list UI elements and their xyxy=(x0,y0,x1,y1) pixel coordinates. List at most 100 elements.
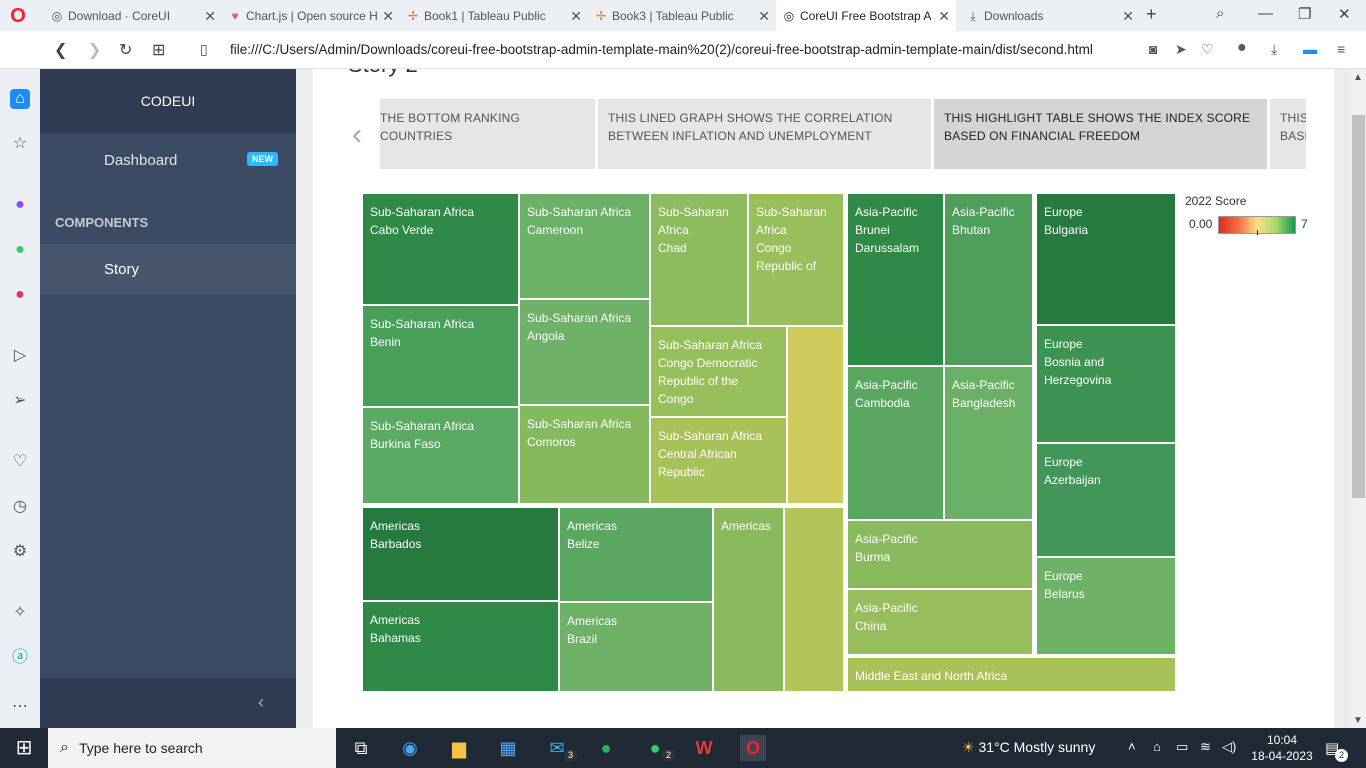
tab-book3[interactable]: ✢ Book3 | Tableau Public ✕ xyxy=(595,8,770,24)
download-icon[interactable]: ⤓ xyxy=(1271,41,1278,57)
treemap-cell-benin[interactable]: Sub-Saharan Africa Benin xyxy=(362,305,519,407)
treemap-cell-cameroon[interactable]: Sub-Saharan Africa Cameroon xyxy=(519,193,650,299)
tabs-grid-icon[interactable]: ⊞ xyxy=(152,42,166,59)
taskbar-search[interactable]: ⌕ Type here to search xyxy=(48,728,336,768)
history-icon[interactable]: ◷ xyxy=(13,498,27,515)
treemap-cell-china[interactable]: Asia-Pacific China xyxy=(847,589,1033,655)
star-icon[interactable]: ☆ xyxy=(12,135,28,152)
wifi-icon[interactable]: ≋ xyxy=(1200,739,1211,754)
new-tab-icon[interactable]: + xyxy=(1146,4,1157,24)
treemap-cell-cambodia[interactable]: Asia-Pacific Cambodia xyxy=(847,366,944,520)
back-icon[interactable]: ❮ xyxy=(54,42,68,59)
weather-widget[interactable]: ☀ 31°C Mostly sunny xyxy=(962,739,1096,755)
settings-icon[interactable]: ⚙ xyxy=(12,543,28,560)
opera-logo-icon[interactable]: O xyxy=(10,5,26,27)
story-point-1[interactable]: THE BOTTOM RANKING COUNTRIES xyxy=(380,99,595,169)
treemap-cell-bulgaria[interactable]: Europe Bulgaria xyxy=(1036,193,1176,325)
treemap-cell-brunei[interactable]: Asia-Pacific Brunei Darussalam xyxy=(847,193,944,366)
story-point-4[interactable]: THIS BASE xyxy=(1270,99,1306,169)
close-icon[interactable]: ✕ xyxy=(758,8,770,24)
close-icon[interactable]: ✕ xyxy=(204,8,216,24)
instagram-icon[interactable]: ● xyxy=(15,286,25,303)
aria-icon[interactable]: ⓐ xyxy=(11,649,28,666)
close-icon[interactable]: ✕ xyxy=(382,8,394,24)
heart-icon[interactable]: ♡ xyxy=(12,453,28,470)
spotify-icon[interactable]: ● xyxy=(600,738,612,758)
treemap-cell-brazil[interactable]: Americas Brazil xyxy=(559,602,713,692)
volume-icon[interactable]: ◁) xyxy=(1222,739,1237,754)
task-view-icon[interactable]: ⧉ xyxy=(354,738,368,758)
heart-icon[interactable]: ♡ xyxy=(1201,41,1214,57)
treemap-cell-bhutan[interactable]: Asia-Pacific Bhutan xyxy=(944,193,1033,366)
more-icon[interactable]: ⋯ xyxy=(12,698,28,715)
nav-dashboard[interactable]: Dashboard xyxy=(104,152,178,169)
treemap-cell-central-african[interactable]: Sub-Saharan Africa Central African Republi… xyxy=(650,417,787,504)
treemap-cell-cabo-verde[interactable]: Sub-Saharan Africa Cabo Verde xyxy=(362,193,519,305)
opera-taskbar-icon[interactable]: O xyxy=(740,735,766,761)
treemap-cell-bahamas[interactable]: Americas Bahamas xyxy=(362,601,559,692)
brand-title[interactable]: CODEUI xyxy=(40,69,296,133)
close-icon[interactable]: ✕ xyxy=(1122,8,1134,24)
treemap-cell-mena[interactable]: Middle East and North Africa xyxy=(847,657,1176,692)
url-field[interactable]: file:///C:/Users/Admin/Downloads/coreui-… xyxy=(230,42,1093,57)
reload-icon[interactable]: ↻ xyxy=(119,42,133,59)
chevron-up-icon[interactable]: ˄ xyxy=(1128,739,1136,754)
treemap-cell-burma[interactable]: Asia-Pacific Burma xyxy=(847,520,1033,589)
treemap-cell-bosnia[interactable]: Europe Bosnia and Herzegovina xyxy=(1036,325,1176,443)
scroll-down-icon[interactable]: ▼ xyxy=(1353,715,1363,726)
treemap-cell-barbados[interactable]: Americas Barbados xyxy=(362,507,559,601)
wps-icon[interactable]: W xyxy=(695,738,713,758)
scroll-up-icon[interactable]: ▲ xyxy=(1353,72,1363,83)
tab-book1[interactable]: ✢ Book1 | Tableau Public ✕ xyxy=(407,8,582,24)
player-icon[interactable]: ▷ xyxy=(13,347,27,364)
close-window-icon[interactable]: ✕ xyxy=(1338,6,1351,23)
tab-coreui-active[interactable]: ◎ CoreUI Free Bootstrap A ✕ xyxy=(776,0,956,31)
treemap-cell-belize[interactable]: Americas Belize xyxy=(559,507,713,602)
taskbar-clock[interactable]: 10:04 18-04-2023 xyxy=(1247,732,1317,764)
scrollbar-thumb[interactable] xyxy=(1352,115,1365,498)
minimize-icon[interactable]: — xyxy=(1258,5,1273,22)
tab-downloads[interactable]: ⤓ Downloads ✕ xyxy=(960,0,1140,31)
windows-start-icon[interactable]: ⊞ xyxy=(15,737,33,759)
treemap-cell-congo-dem[interactable]: Sub-Saharan Africa Congo Democratic Republ… xyxy=(650,326,787,417)
treemap-cell-belarus[interactable]: Europe Belarus xyxy=(1036,557,1176,655)
treemap-cell-angola[interactable]: Sub-Saharan Africa Angola xyxy=(519,299,650,405)
story-point-2[interactable]: THIS LINED GRAPH SHOWS THE CORRELATION B… xyxy=(598,99,931,169)
battery-saver-icon[interactable]: ▬ xyxy=(1303,41,1317,57)
camera-icon[interactable]: ◙ xyxy=(1149,41,1158,57)
treemap-cell-comoros[interactable]: Sub-Saharan Africa Comoros xyxy=(519,405,650,504)
close-icon[interactable]: ✕ xyxy=(570,8,582,24)
send-icon[interactable]: ➤ xyxy=(1175,41,1187,57)
whatsapp-icon[interactable]: ● xyxy=(649,738,661,758)
treemap-cell-burkina-faso[interactable]: Sub-Saharan Africa Burkina Faso xyxy=(362,407,519,504)
treemap-cell-bangladesh[interactable]: Asia-Pacific Bangladesh xyxy=(944,366,1033,520)
tab-chartjs[interactable]: ♥ Chart.js | Open source H ✕ xyxy=(222,0,400,31)
battery-icon[interactable]: ▭ xyxy=(1176,739,1189,754)
story-point-3[interactable]: THIS HIGHLIGHT TABLE SHOWS THE INDEX SCO… xyxy=(934,99,1267,169)
send-icon[interactable]: ➢ xyxy=(13,392,27,409)
network-device-icon[interactable]: ⌂ xyxy=(1153,739,1161,754)
treemap-cell-azerbaijan[interactable]: Europe Azerbaijan xyxy=(1036,443,1176,557)
forward-icon[interactable]: ❯ xyxy=(88,42,102,59)
treemap-cell-americas-4[interactable] xyxy=(784,507,844,692)
messenger-icon[interactable]: ● xyxy=(15,196,25,213)
file-explorer-icon[interactable]: ▆ xyxy=(452,738,466,758)
restore-icon[interactable]: ❐ xyxy=(1298,6,1312,23)
treemap-cell-chad[interactable]: Sub-Saharan Africa Chad xyxy=(650,193,748,326)
close-icon[interactable]: ✕ xyxy=(938,8,950,24)
whatsapp-icon[interactable]: ● xyxy=(15,241,25,258)
treemap-cell-ssa-yellow[interactable] xyxy=(787,326,844,504)
store-icon[interactable]: ▦ xyxy=(499,738,517,758)
sidebar-toggler[interactable]: ‹ xyxy=(40,678,296,728)
treemap-cell-congo-rep[interactable]: Sub-Saharan Africa Congo Republic of xyxy=(748,193,844,326)
edge-icon[interactable]: ◉ xyxy=(402,738,418,758)
treemap-cell-americas-3[interactable]: Americas xyxy=(713,507,784,692)
nav-story-item[interactable]: Story xyxy=(40,244,296,295)
story-prev-icon[interactable]: ‹ xyxy=(352,118,362,151)
mail-icon[interactable]: ✉ xyxy=(549,738,565,758)
profile-icon[interactable]: ● xyxy=(1237,39,1247,56)
search-icon[interactable]: ⌕ xyxy=(1216,5,1225,22)
lightbulb-icon[interactable]: ✧ xyxy=(13,604,27,621)
easy-setup-icon[interactable]: ≡ xyxy=(1337,41,1346,57)
home-icon[interactable]: ⌂ xyxy=(10,89,30,109)
